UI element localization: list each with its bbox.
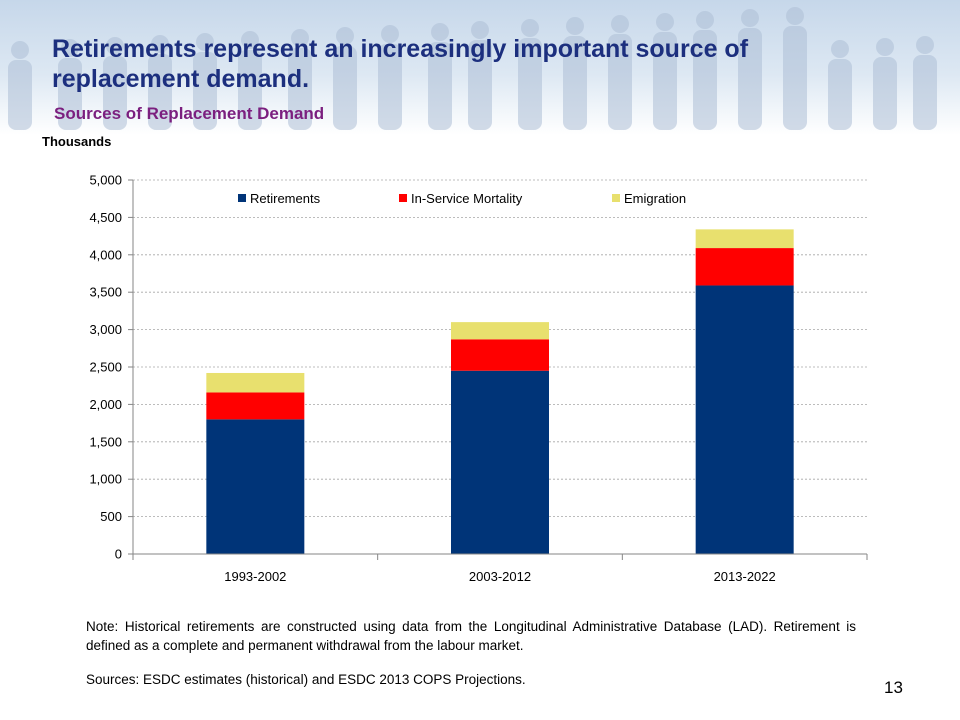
axes <box>128 179 868 560</box>
people-silhouettes-decoration <box>8 7 937 130</box>
stacked-bar-chart: 0 500 1,000 1,500 2,000 2,500 3,000 3,500 4,000 4… <box>89 173 868 585</box>
y-tick-label: 0 <box>115 547 122 562</box>
chart-subtitle: Sources of Replacement Demand <box>54 104 325 123</box>
bar-segment-retirements <box>206 419 305 554</box>
bar-segment-retirements <box>695 285 794 554</box>
y-axis-units-label: Thousands <box>42 134 112 149</box>
legend-label: In-Service Mortality <box>411 191 523 206</box>
y-tick-label: 2,500 <box>89 360 122 375</box>
x-tick-label: 2013-2022 <box>714 569 776 584</box>
y-tick-label: 1,000 <box>89 472 122 487</box>
header-banner <box>0 0 960 135</box>
x-tick-label: 2003-2012 <box>469 569 531 584</box>
bar-segment-in-service-mortality <box>451 339 549 371</box>
bar-segment-emigration <box>451 322 549 340</box>
y-tick-label: 1,500 <box>89 434 122 449</box>
bars <box>206 229 794 554</box>
y-tick-label: 3,500 <box>89 285 122 300</box>
sources-note: Sources: ESDC estimates (historical) and… <box>86 672 526 687</box>
y-tick-label: 4,500 <box>89 210 122 225</box>
page-number: 13 <box>884 678 903 697</box>
legend-swatch <box>612 194 620 202</box>
legend-swatch <box>238 194 246 202</box>
bar-segment-retirements <box>451 370 549 554</box>
bar-segment-in-service-mortality <box>206 392 305 420</box>
legend: Retirements In-Service Mortality Emigratio… <box>238 191 686 206</box>
methodology-note: Note: Historical retirements are constru… <box>86 619 856 653</box>
y-tick-label: 3,000 <box>89 322 122 337</box>
x-tick-label: 1993-2002 <box>224 569 286 584</box>
bar-segment-in-service-mortality <box>695 248 794 286</box>
y-tick-label: 5,000 <box>89 173 122 188</box>
bar-segment-emigration <box>695 229 794 249</box>
bar-segment-emigration <box>206 372 305 393</box>
y-tick-label: 2,000 <box>89 397 122 412</box>
legend-label: Emigration <box>624 191 686 206</box>
y-tick-label: 4,000 <box>89 247 122 262</box>
tick-labels: 0 500 1,000 1,500 2,000 2,500 3,000 3,500 4,000 4… <box>89 173 775 585</box>
y-tick-label: 500 <box>100 509 122 524</box>
slide-title: Retirements represent an increasingly im… <box>52 35 749 93</box>
legend-label: Retirements <box>250 191 321 206</box>
legend-swatch <box>399 194 407 202</box>
